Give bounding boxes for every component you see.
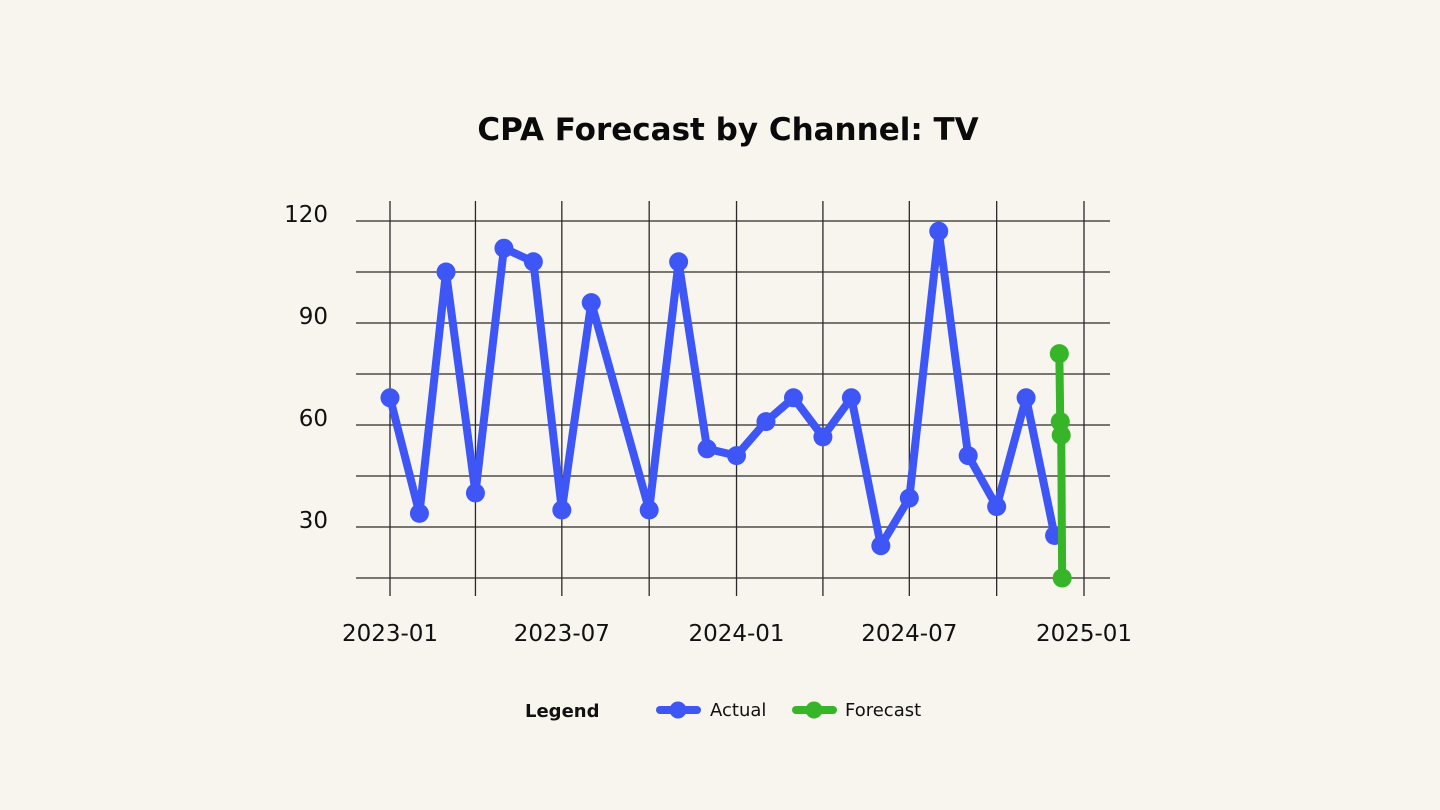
legend-title: Legend	[525, 701, 599, 722]
data-point-actual	[380, 388, 400, 408]
y-axis-ticks: 30 60 90 120	[284, 202, 328, 534]
data-point-actual	[783, 388, 803, 408]
legend-swatch-forecast-marker	[805, 701, 823, 719]
data-point-forecast	[1051, 425, 1071, 445]
data-point-forecast	[1050, 412, 1070, 432]
x-axis-ticks: 2023-01 2023-07 2024-01 2024-07 2025-01	[342, 621, 1132, 647]
data-point-actual	[871, 536, 891, 556]
data-point-forecast	[1052, 568, 1072, 588]
data-point-actual	[929, 221, 949, 241]
data-point-actual	[552, 500, 572, 520]
data-point-actual	[523, 252, 543, 272]
y-tick-label: 60	[299, 406, 328, 432]
data-point-actual	[669, 252, 689, 272]
data-point-actual	[465, 483, 485, 503]
x-tick-label: 2023-07	[514, 621, 610, 647]
data-point-actual	[494, 238, 514, 258]
y-tick-label: 120	[284, 202, 328, 228]
series-layer	[380, 221, 1072, 588]
y-tick-label: 90	[299, 304, 328, 330]
legend-label-actual: Actual	[710, 700, 766, 721]
chart-title: CPA Forecast by Channel: TV	[477, 112, 978, 148]
data-point-actual	[1016, 388, 1036, 408]
legend: Legend Actual Forecast	[525, 700, 921, 722]
y-tick-label: 30	[299, 508, 328, 534]
x-tick-label: 2023-01	[342, 621, 438, 647]
series-actual	[380, 221, 1065, 556]
data-point-actual	[899, 488, 919, 508]
data-point-actual	[436, 262, 456, 282]
data-point-forecast	[1049, 344, 1069, 364]
legend-item-actual[interactable]: Actual	[656, 700, 766, 721]
data-point-actual	[987, 497, 1007, 517]
legend-swatch-actual-marker	[669, 701, 687, 719]
legend-item-forecast[interactable]: Forecast	[792, 700, 921, 721]
data-point-actual	[727, 446, 747, 466]
x-tick-label: 2025-01	[1036, 621, 1132, 647]
x-tick-label: 2024-01	[688, 621, 784, 647]
series-line-actual	[386, 227, 1059, 550]
data-point-actual	[756, 412, 776, 432]
data-point-actual	[958, 446, 978, 466]
vertical-gridlines	[389, 201, 1085, 596]
x-tick-label: 2024-07	[861, 621, 957, 647]
series-forecast	[1049, 344, 1072, 588]
data-point-actual	[409, 503, 429, 523]
data-point-actual	[697, 439, 717, 459]
data-point-actual	[639, 500, 659, 520]
data-point-actual	[813, 427, 833, 447]
legend-label-forecast: Forecast	[845, 700, 921, 721]
data-point-actual	[581, 293, 601, 313]
data-point-actual	[841, 388, 861, 408]
series-line-forecast	[1055, 349, 1067, 582]
